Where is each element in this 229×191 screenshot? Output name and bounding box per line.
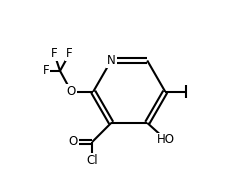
Text: Cl: Cl — [86, 154, 98, 167]
Text: HO: HO — [156, 134, 174, 146]
Text: O: O — [68, 135, 78, 148]
Text: N: N — [106, 54, 115, 67]
Text: F: F — [42, 64, 49, 77]
Text: F: F — [51, 47, 57, 60]
Text: F: F — [66, 47, 73, 60]
Text: O: O — [66, 85, 76, 98]
